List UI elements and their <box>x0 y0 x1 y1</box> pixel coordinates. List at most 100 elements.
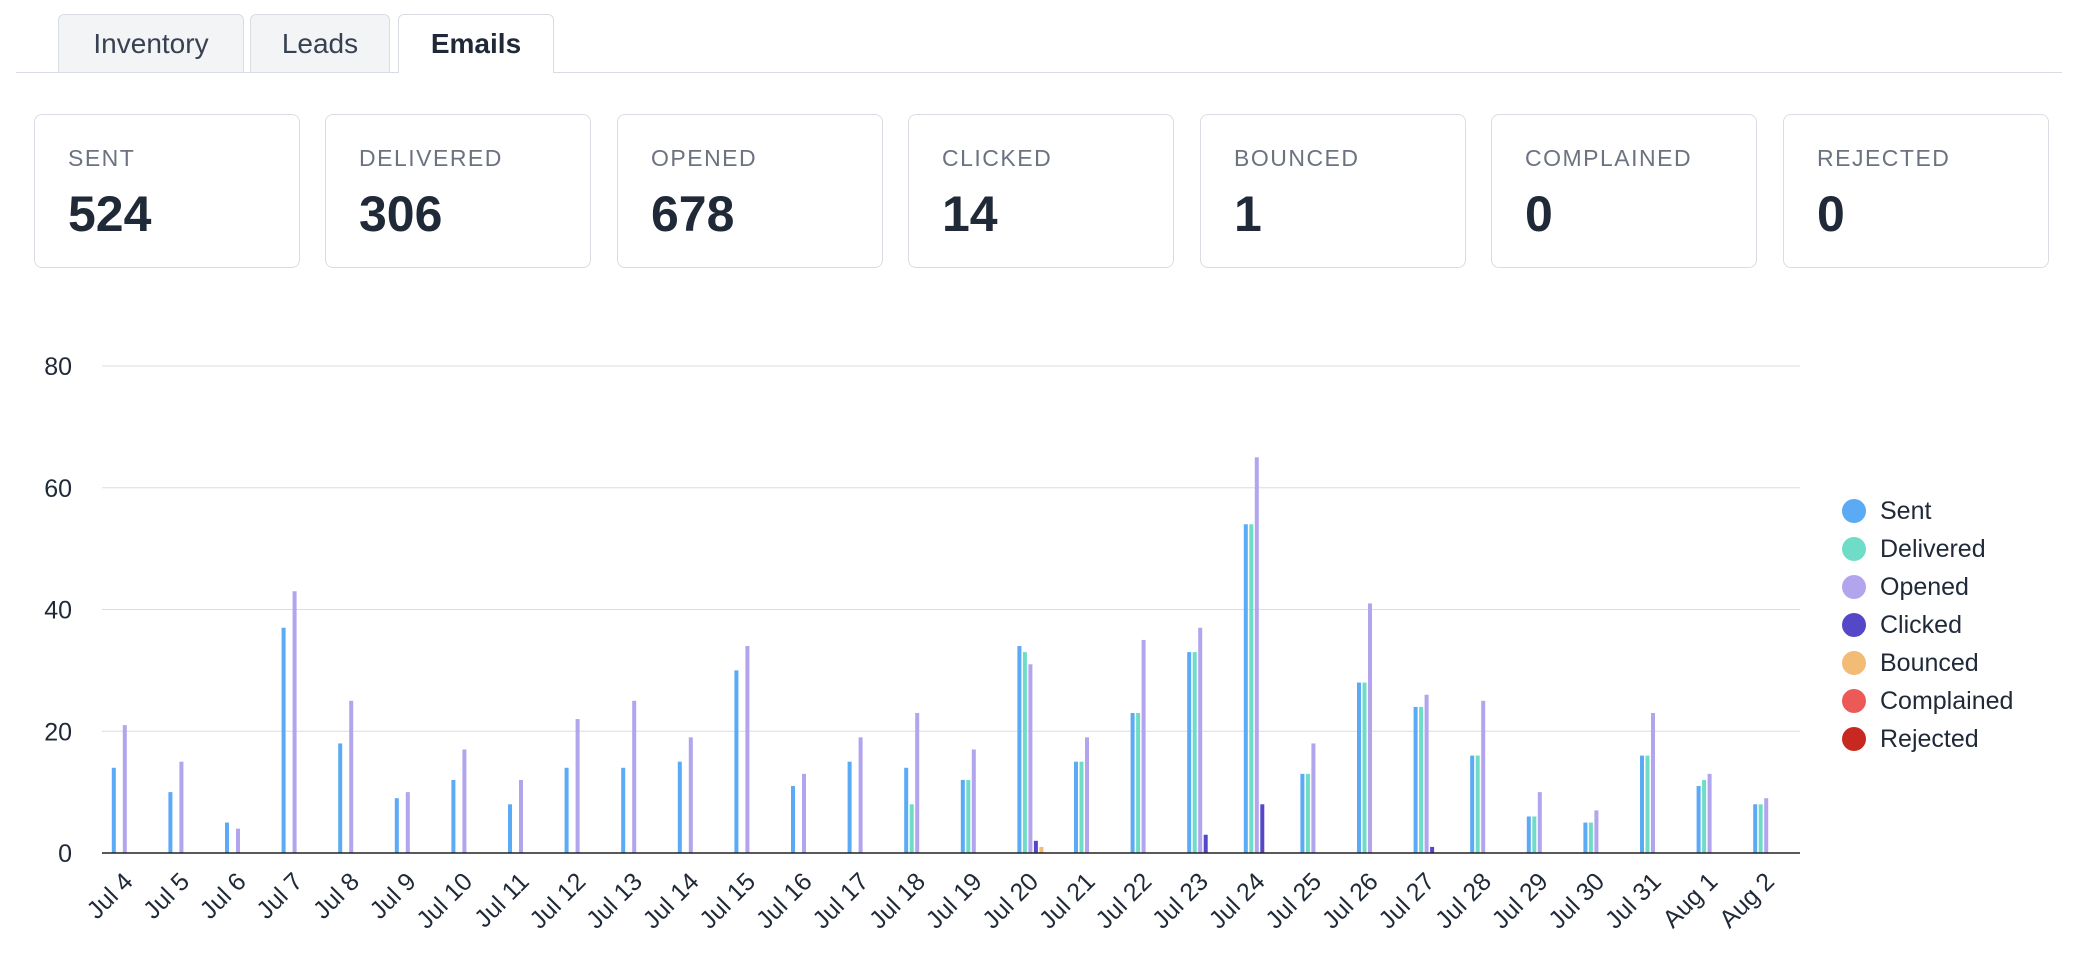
bar-sent[interactable] <box>847 761 852 853</box>
y-tick-label: 40 <box>44 597 72 625</box>
bar-opened[interactable] <box>1085 737 1089 853</box>
bar-sent[interactable] <box>1130 712 1135 853</box>
bar-opened[interactable] <box>292 591 297 853</box>
bar-opened[interactable] <box>1594 810 1599 853</box>
bar-opened[interactable] <box>1198 627 1203 853</box>
bar-delivered[interactable] <box>1305 773 1310 853</box>
x-tick-label: Jul 21 <box>1034 867 1101 934</box>
bar-opened[interactable] <box>1707 773 1712 853</box>
bar-sent[interactable] <box>1300 773 1305 853</box>
bar-delivered[interactable] <box>1192 652 1197 853</box>
bar-opened[interactable] <box>745 646 750 853</box>
bar-delivered[interactable] <box>1249 524 1254 853</box>
x-tick-label: Jul 14 <box>638 867 705 934</box>
bar-opened[interactable] <box>1481 700 1486 853</box>
bar-opened[interactable] <box>688 737 693 853</box>
bar-opened[interactable] <box>1651 712 1655 853</box>
bar-delivered[interactable] <box>1532 816 1537 853</box>
legend-label: Opened <box>1880 572 1969 601</box>
legend-label: Complained <box>1880 686 2014 715</box>
legend-item-clicked[interactable]: Clicked <box>1842 606 2013 644</box>
legend-item-opened[interactable]: Opened <box>1842 568 2013 606</box>
bar-opened[interactable] <box>519 779 523 853</box>
bar-opened[interactable] <box>1537 792 1542 853</box>
bar-opened[interactable] <box>915 712 920 853</box>
bar-opened[interactable] <box>575 719 580 853</box>
bar-clicked[interactable] <box>1260 804 1265 853</box>
bar-delivered[interactable] <box>1419 706 1424 853</box>
bar-opened[interactable] <box>632 700 637 853</box>
bar-sent[interactable] <box>1243 524 1248 853</box>
bar-sent[interactable] <box>1526 816 1531 853</box>
bar-delivered[interactable] <box>1475 755 1480 853</box>
bar-sent[interactable] <box>1074 761 1078 853</box>
bar-sent[interactable] <box>677 761 682 853</box>
bar-sent[interactable] <box>734 670 739 853</box>
bar-bounced[interactable] <box>1039 846 1044 853</box>
bar-sent[interactable] <box>1187 652 1192 853</box>
bar-opened[interactable] <box>349 700 354 853</box>
bar-opened[interactable] <box>462 749 467 853</box>
bar-delivered[interactable] <box>1758 804 1763 853</box>
bar-delivered[interactable] <box>1136 712 1141 853</box>
bar-sent[interactable] <box>791 786 795 853</box>
tab-emails[interactable]: Emails <box>398 14 554 73</box>
x-tick-label: Jul 4 <box>81 867 138 924</box>
bar-sent[interactable] <box>111 767 116 853</box>
bar-sent[interactable] <box>508 804 512 853</box>
bar-delivered[interactable] <box>1588 822 1593 853</box>
bar-clicked[interactable] <box>1033 840 1038 853</box>
bar-delivered[interactable] <box>1079 761 1084 853</box>
bar-sent[interactable] <box>394 798 399 853</box>
bar-sent[interactable] <box>960 779 965 853</box>
legend-item-delivered[interactable]: Delivered <box>1842 530 2013 568</box>
bar-sent[interactable] <box>451 779 456 853</box>
bar-opened[interactable] <box>1254 457 1259 853</box>
x-tick-label: Jul 12 <box>524 867 591 934</box>
bar-sent[interactable] <box>1696 786 1701 853</box>
bar-sent[interactable] <box>1470 755 1475 853</box>
bar-opened[interactable] <box>1141 639 1146 853</box>
bar-opened[interactable] <box>858 737 863 853</box>
tab-leads[interactable]: Leads <box>250 14 390 72</box>
legend-item-bounced[interactable]: Bounced <box>1842 644 2013 682</box>
legend-item-complained[interactable]: Complained <box>1842 682 2013 720</box>
bar-opened[interactable] <box>179 761 184 853</box>
legend-swatch <box>1842 537 1866 561</box>
legend-item-rejected[interactable]: Rejected <box>1842 720 2013 758</box>
bar-sent[interactable] <box>168 792 173 853</box>
bar-sent[interactable] <box>1753 804 1758 853</box>
bar-sent[interactable] <box>564 767 569 853</box>
bar-delivered[interactable] <box>966 779 971 853</box>
bar-sent[interactable] <box>1357 682 1361 853</box>
bar-delivered[interactable] <box>1022 652 1027 853</box>
bar-clicked[interactable] <box>1430 846 1435 853</box>
bar-sent[interactable] <box>281 627 286 853</box>
tab-inventory[interactable]: Inventory <box>58 14 244 72</box>
bar-opened[interactable] <box>971 749 976 853</box>
bar-sent[interactable] <box>338 743 343 853</box>
bar-opened[interactable] <box>1368 603 1372 853</box>
bar-opened[interactable] <box>1311 743 1316 853</box>
bar-delivered[interactable] <box>1702 779 1707 853</box>
bar-opened[interactable] <box>802 773 806 853</box>
bar-sent[interactable] <box>621 767 626 853</box>
bar-opened[interactable] <box>405 792 410 853</box>
bar-sent[interactable] <box>904 767 909 853</box>
legend-item-sent[interactable]: Sent <box>1842 492 2013 530</box>
bar-delivered[interactable] <box>1362 682 1367 853</box>
bar-sent[interactable] <box>225 822 229 853</box>
bar-sent[interactable] <box>1017 646 1022 853</box>
bar-sent[interactable] <box>1583 822 1588 853</box>
bar-opened[interactable] <box>1028 664 1033 853</box>
bar-opened[interactable] <box>236 828 240 853</box>
bar-opened[interactable] <box>1424 694 1429 853</box>
bar-sent[interactable] <box>1413 706 1418 853</box>
bar-delivered[interactable] <box>909 804 914 853</box>
bar-opened[interactable] <box>122 725 127 853</box>
bar-delivered[interactable] <box>1645 755 1650 853</box>
bar-sent[interactable] <box>1640 755 1644 853</box>
bar-clicked[interactable] <box>1203 834 1208 853</box>
bar-opened[interactable] <box>1764 798 1769 853</box>
